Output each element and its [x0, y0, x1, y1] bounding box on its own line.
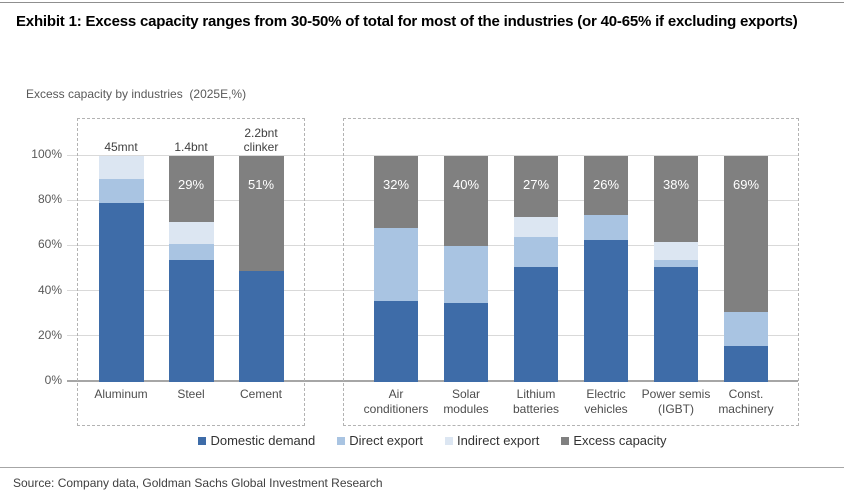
category-label-row: Air conditioners Solar modules Lithium bat… — [344, 387, 798, 417]
segment-indirect-export — [98, 156, 144, 179]
segment-direct-export — [654, 259, 698, 267]
category-label-electric-vehicles: Electric vehicles — [584, 387, 628, 416]
category-label-power-semis-igbt: Power semis (IGBT) — [641, 387, 711, 416]
source-text: Source: Company data, Goldman Sachs Glob… — [13, 476, 383, 490]
gridline — [67, 199, 798, 201]
y-tick-label: 60% — [37, 237, 62, 252]
legend-label-excess-capacity: Excess capacity — [573, 433, 667, 448]
chart-subtitle: Excess capacity by industries (2025E,%) — [26, 87, 247, 101]
bar-group-left: 45mnt 1.4bnt 2.2bnt clinker 29% 51% Aluminum S… — [77, 118, 305, 426]
category-label-lithium-batteries: Lithium batteries — [512, 387, 560, 416]
segment-direct-export — [444, 246, 488, 303]
category-label-row: Aluminum Steel Cement — [78, 387, 304, 402]
excess-capacity-label: 29% — [177, 177, 205, 193]
legend-label-domestic-demand: Domestic demand — [210, 433, 316, 448]
y-tick-label: 40% — [37, 282, 62, 297]
bottom-divider — [0, 467, 844, 468]
y-tick-label: 100% — [31, 147, 62, 161]
legend-swatch-excess-capacity — [561, 436, 570, 445]
bar-electric-vehicles: 26% — [584, 156, 628, 382]
category-label-cement: Cement — [239, 387, 283, 401]
category-label-steel: Steel — [177, 387, 205, 401]
segment-direct-export — [584, 214, 628, 240]
bar-annotation-aluminum: 45mnt — [104, 140, 138, 154]
excess-capacity-label: 26% — [592, 177, 620, 193]
excess-capacity-label: 69% — [732, 177, 760, 193]
excess-capacity-label: 32% — [382, 177, 410, 193]
segment-direct-export — [168, 244, 214, 260]
gridline — [67, 154, 798, 156]
y-tick-label: 80% — [37, 192, 62, 207]
excess-capacity-label: 38% — [662, 177, 690, 193]
segment-domestic-demand — [374, 300, 418, 382]
x-axis-line — [67, 380, 798, 382]
bar-lithium-batteries: 27% — [514, 156, 558, 382]
bar-aluminum — [98, 156, 144, 382]
annotation-row: 45mnt 1.4bnt 2.2bnt clinker — [78, 119, 304, 156]
gridline — [67, 335, 798, 337]
bar-solar-modules: 40% — [444, 156, 488, 382]
gridline — [67, 290, 798, 292]
segment-excess-capacity: 40% — [444, 156, 488, 247]
segment-direct-export — [514, 237, 558, 267]
bar-cement: 51% — [238, 156, 284, 382]
legend-item-indirect-export: Indirect export — [444, 433, 540, 448]
legend-item-excess-capacity: Excess capacity — [561, 433, 667, 448]
segment-direct-export — [98, 178, 144, 204]
segment-excess-capacity: 38% — [654, 156, 698, 242]
bar-annotation-cement: 2.2bnt clinker — [243, 126, 279, 154]
category-label-solar-modules: Solar modules — [443, 387, 489, 416]
y-tick-label: 0% — [44, 373, 62, 387]
chart-legend: Domestic demand Direct export Indirect exp… — [67, 433, 798, 448]
segment-domestic-demand — [654, 266, 698, 382]
bars-row: 29% 51% — [78, 156, 304, 382]
segment-domestic-demand — [98, 203, 144, 382]
segment-indirect-export — [168, 221, 214, 245]
y-tick-label: 20% — [37, 327, 62, 342]
bar-air-conditioners: 32% — [374, 156, 418, 382]
segment-excess-capacity: 51% — [238, 156, 284, 272]
segment-domestic-demand — [724, 345, 768, 382]
segment-domestic-demand — [444, 302, 488, 382]
segment-indirect-export — [654, 241, 698, 260]
legend-item-domestic-demand: Domestic demand — [198, 433, 315, 448]
bar-annotation-steel: 1.4bnt — [174, 140, 208, 154]
excess-capacity-label: 40% — [452, 177, 480, 193]
segment-indirect-export — [514, 217, 558, 238]
top-divider — [0, 2, 844, 3]
gridline — [67, 244, 798, 246]
segment-direct-export — [724, 311, 768, 346]
bar-const-machinery: 69% — [724, 156, 768, 382]
segment-domestic-demand — [238, 271, 284, 382]
segment-excess-capacity: 69% — [724, 156, 768, 312]
legend-swatch-indirect-export — [444, 436, 453, 445]
legend-item-direct-export: Direct export — [337, 433, 423, 448]
segment-domestic-demand — [514, 266, 558, 382]
excess-capacity-label: 27% — [522, 177, 550, 193]
legend-label-direct-export: Direct export — [349, 433, 423, 448]
legend-swatch-domestic-demand — [198, 436, 207, 445]
category-label-aluminum: Aluminum — [94, 387, 148, 401]
legend-label-indirect-export: Indirect export — [456, 433, 540, 448]
bar-power-semis-igbt: 38% — [654, 156, 698, 382]
bars-row: 32% 40% 27% 26% 38% 69% — [344, 156, 798, 382]
bar-group-right: 32% 40% 27% 26% 38% 69% Air conditioners Solar … — [343, 118, 799, 426]
category-label-air-conditioners: Air conditioners — [363, 387, 429, 416]
exhibit-title: Exhibit 1: Excess capacity ranges from 3… — [16, 13, 798, 30]
segment-excess-capacity: 29% — [168, 156, 214, 222]
segment-excess-capacity: 27% — [514, 156, 558, 218]
category-label-const-machinery: Const. machinery — [718, 387, 774, 416]
segment-excess-capacity: 32% — [374, 156, 418, 229]
segment-domestic-demand — [168, 259, 214, 382]
bar-steel: 29% — [168, 156, 214, 382]
legend-swatch-direct-export — [337, 436, 346, 445]
segment-domestic-demand — [584, 239, 628, 382]
excess-capacity-label: 51% — [247, 177, 275, 193]
segment-excess-capacity: 26% — [584, 156, 628, 215]
segment-direct-export — [374, 228, 418, 301]
